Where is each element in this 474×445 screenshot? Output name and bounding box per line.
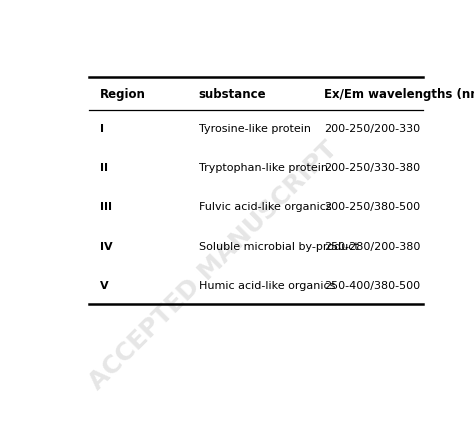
Text: IV: IV <box>100 242 112 252</box>
Text: Soluble microbial by-product: Soluble microbial by-product <box>199 242 359 252</box>
Text: Tryptophan-like protein: Tryptophan-like protein <box>199 163 328 173</box>
Text: Fulvic acid-like organics: Fulvic acid-like organics <box>199 202 331 212</box>
Text: Ex/Em wavelengths (nm): Ex/Em wavelengths (nm) <box>324 88 474 101</box>
Text: Humic acid-like organics: Humic acid-like organics <box>199 281 335 291</box>
Text: 250-400/380-500: 250-400/380-500 <box>324 281 420 291</box>
Text: III: III <box>100 202 112 212</box>
Text: Region: Region <box>100 88 146 101</box>
Text: 200-250/330-380: 200-250/330-380 <box>324 163 420 173</box>
Text: Tyrosine-like protein: Tyrosine-like protein <box>199 124 311 134</box>
Text: II: II <box>100 163 108 173</box>
Text: 250-280/200-380: 250-280/200-380 <box>324 242 420 252</box>
Text: V: V <box>100 281 108 291</box>
Text: I: I <box>100 124 104 134</box>
Text: 200-250/200-330: 200-250/200-330 <box>324 124 420 134</box>
Text: ACCEPTED MANUSCRIPT: ACCEPTED MANUSCRIPT <box>85 137 342 395</box>
Text: 200-250/380-500: 200-250/380-500 <box>324 202 420 212</box>
Text: substance: substance <box>199 88 266 101</box>
